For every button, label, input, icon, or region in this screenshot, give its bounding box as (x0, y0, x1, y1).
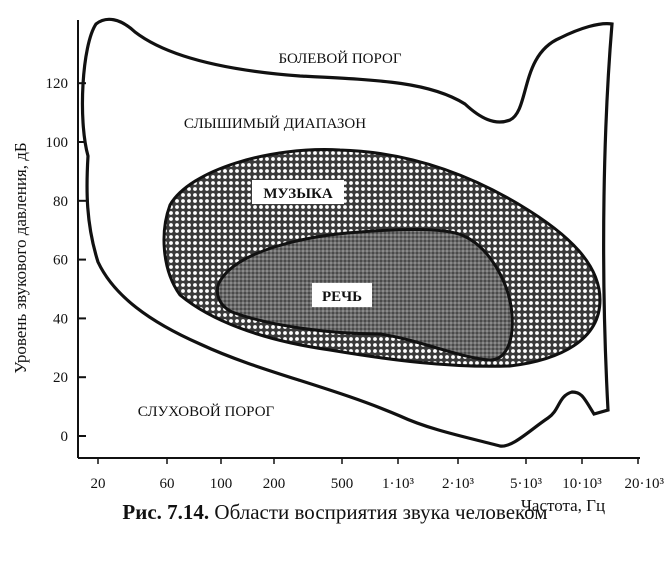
hearing-threshold-label: СЛУХОВОЙ ПОРОГ (138, 403, 275, 420)
y-tick-label: 100 (46, 135, 69, 151)
x-tick-label: 10·10³ (562, 476, 602, 492)
x-tick-label: 2·10³ (442, 476, 474, 492)
y-axis-title: Уровень звукового давления, дБ (11, 142, 30, 373)
audible-range-label: СЛЫШИМЫЙ ДИАПАЗОН (184, 115, 366, 132)
caption-label: Рис. 7.14. (122, 500, 210, 524)
y-tick-label: 120 (46, 76, 69, 92)
music-label-box (252, 180, 344, 204)
speech-label: РЕЧЬ (322, 289, 362, 305)
figure-caption: Рис. 7.14. Области восприятия звука чело… (0, 500, 670, 525)
pain-threshold-label: БОЛЕВОЙ ПОРОГ (278, 50, 401, 67)
y-tick-label: 60 (53, 253, 68, 269)
y-tick-label: 40 (53, 311, 68, 327)
music-label: МУЗЫКА (263, 186, 332, 202)
x-tick-label: 1·10³ (382, 476, 414, 492)
x-tick-label: 100 (210, 476, 233, 492)
audible-range-outline (80, 17, 614, 448)
x-tick-label: 20·10³ (625, 476, 665, 492)
caption-text: Области восприятия звука человеком (209, 500, 548, 524)
y-tick-label: 80 (53, 194, 68, 210)
x-axis-title: Частота, Гц (521, 496, 605, 515)
x-tick-label: 60 (160, 476, 175, 492)
y-tick-label: 20 (53, 370, 68, 386)
x-tick-label: 5·10³ (510, 476, 542, 492)
x-tick-label: 500 (331, 476, 354, 492)
speech-label-box (312, 283, 372, 307)
x-tick-label: 200 (263, 476, 286, 492)
y-tick-label: 0 (61, 429, 69, 445)
x-tick-label: 20 (91, 476, 106, 492)
